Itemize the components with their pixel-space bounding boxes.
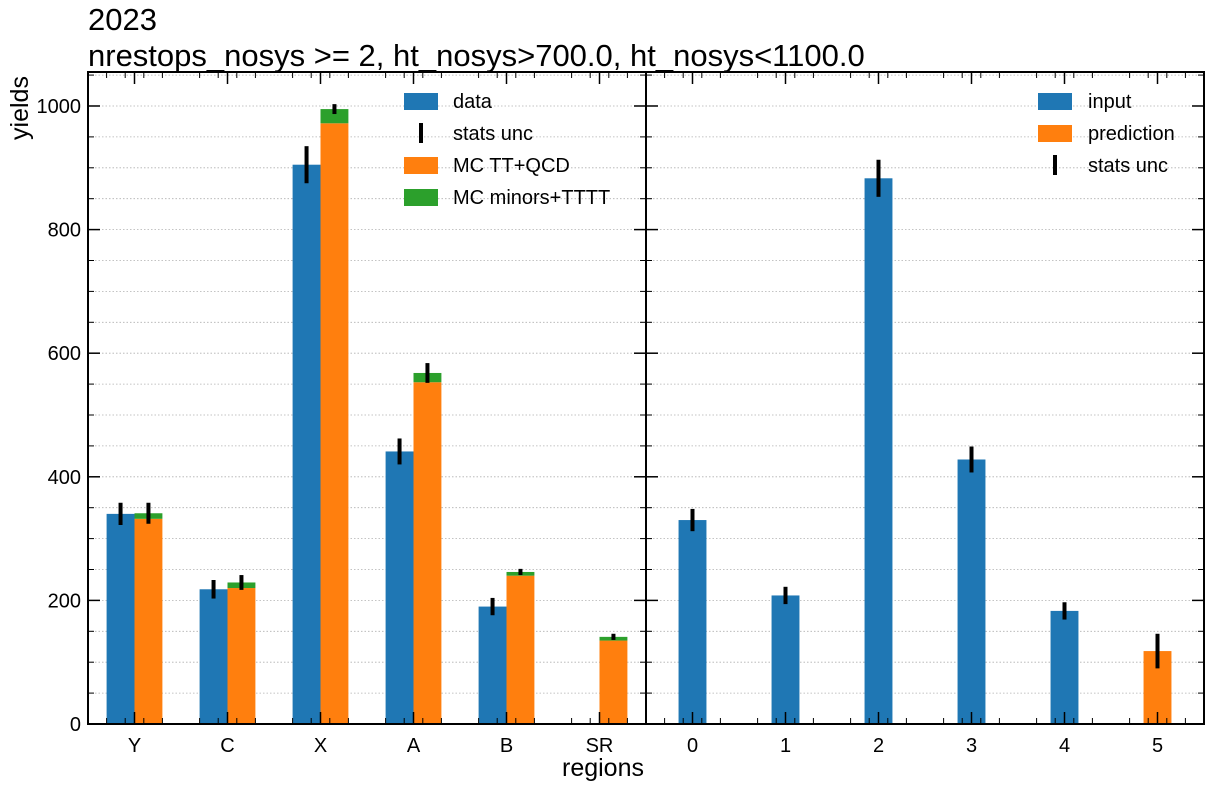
y-tick-label: 400 <box>48 467 81 489</box>
bar-mc-tt-qcd <box>134 518 163 724</box>
bar-input <box>957 459 986 724</box>
y-tick-label: 200 <box>48 590 81 612</box>
x-tick-label: X <box>314 735 327 757</box>
bar-data <box>106 513 135 724</box>
chart-title-year: 2023 <box>88 2 157 37</box>
legend-label-input: input <box>1088 91 1132 113</box>
x-tick-label: 3 <box>966 735 977 757</box>
bar-input <box>678 520 707 724</box>
bar-data <box>385 451 414 724</box>
bar-input <box>864 178 893 725</box>
bar-input <box>1050 610 1079 724</box>
y-tick-label: 1000 <box>37 96 82 118</box>
legend-swatch-prediction <box>1038 125 1072 142</box>
legend-label-prediction: prediction <box>1088 123 1175 145</box>
bar-data <box>478 606 507 724</box>
bar-mc-tt-qcd <box>599 640 628 724</box>
y-tick-label: 800 <box>48 220 81 242</box>
x-axis-label: regions <box>562 754 644 782</box>
bar-data <box>292 164 321 724</box>
plot-layer: Y C X A B SR 0 1 2 3 4 5 0 200 400 600 800 1000 regions yie… <box>6 71 1205 782</box>
right-panel-frame <box>645 71 1205 725</box>
legend-label-data: data <box>453 91 493 113</box>
legend-swatch-input <box>1038 93 1072 110</box>
x-tick-label: SR <box>586 735 614 757</box>
bar-mc-tt-qcd <box>413 382 442 724</box>
y-tick-label: 600 <box>48 343 81 365</box>
bar-mc-tt-qcd <box>320 123 349 724</box>
bar-input <box>771 595 800 724</box>
bar-mc-tt-qcd <box>227 588 256 724</box>
legend-swatch-mc-minors <box>404 189 438 206</box>
chart-title-selection: nrestops_nosys >= 2, ht_nosys>700.0, ht_… <box>88 38 865 73</box>
y-tick-label: 0 <box>70 714 81 736</box>
legend-label-mc-minors: MC minors+TTTT <box>453 187 610 209</box>
x-tick-label: 1 <box>780 735 791 757</box>
legend-label-stats-unc: stats unc <box>453 123 533 145</box>
legend-swatch-mc-tt-qcd <box>404 157 438 174</box>
bar-mc-tt-qcd <box>506 575 535 724</box>
x-tick-label: 5 <box>1152 735 1163 757</box>
y-axis-label: yields <box>6 76 34 140</box>
x-tick-label: B <box>500 735 513 757</box>
legend-label-stats-unc-right: stats unc <box>1088 155 1168 177</box>
bar-mc-minors <box>320 109 349 124</box>
legend-label-mc-tt-qcd: MC TT+QCD <box>453 155 570 177</box>
x-tick-label: A <box>407 735 421 757</box>
x-tick-label: 2 <box>873 735 884 757</box>
x-tick-label: C <box>220 735 234 757</box>
bar-data <box>199 589 228 724</box>
x-tick-label: Y <box>128 735 141 757</box>
legend-swatch-data <box>404 93 438 110</box>
x-tick-label: 0 <box>687 735 698 757</box>
x-tick-label: 4 <box>1059 735 1070 757</box>
